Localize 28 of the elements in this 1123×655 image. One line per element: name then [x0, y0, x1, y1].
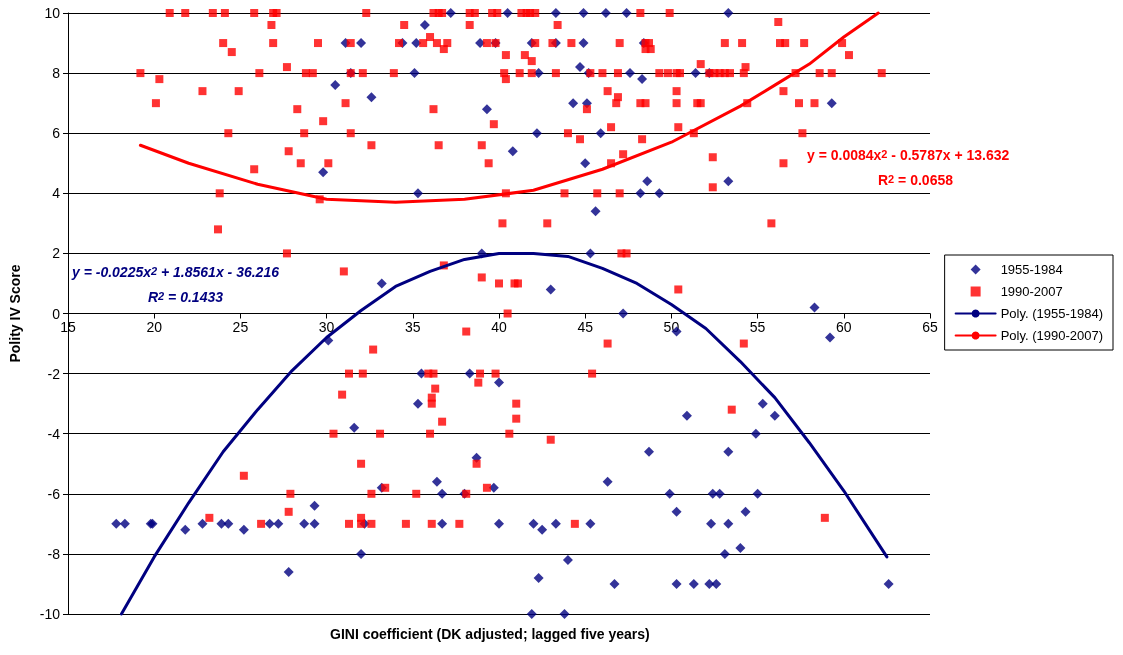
y-tick-label: -6 [47, 485, 61, 502]
y-axis-title: Polity IV Score [7, 264, 23, 363]
legend-label: Poly. (1955-1984) [1000, 306, 1103, 321]
x-tick-label: 65 [922, 318, 938, 335]
x-tick-label: 35 [405, 318, 421, 335]
legend-label: Poly. (1990-2007) [1000, 328, 1103, 343]
y-tick-label: 2 [52, 245, 61, 262]
x-tick-label: 50 [663, 318, 680, 335]
x-tick-label: 30 [318, 318, 335, 335]
x-tick-label: 25 [232, 318, 249, 335]
y-tick-label: -4 [47, 425, 61, 442]
y-tick-label: -10 [39, 606, 61, 622]
y-tick-label: 8 [52, 65, 61, 82]
y-tick-label: 6 [52, 125, 61, 142]
y-tick-label: 10 [44, 5, 61, 21]
x-tick-label: 40 [491, 318, 507, 335]
legend-label: 1990-2007 [1000, 284, 1063, 299]
y-tick-label: -8 [47, 545, 61, 562]
line-series [138, 11, 880, 204]
x-axis-title: GINI coefficient (DK adjusted; lagged five years) [330, 626, 650, 642]
x-tick-label: 45 [577, 318, 594, 335]
y-tick-label: -2 [47, 365, 61, 382]
x-tick-label: 55 [749, 318, 766, 335]
x-tick-label: 60 [836, 318, 852, 335]
legend-label: 1955-1984 [1000, 262, 1063, 277]
y-tick-label: 4 [52, 185, 61, 202]
x-tick-label: 20 [146, 318, 163, 335]
y-tick-label: 0 [52, 305, 61, 322]
